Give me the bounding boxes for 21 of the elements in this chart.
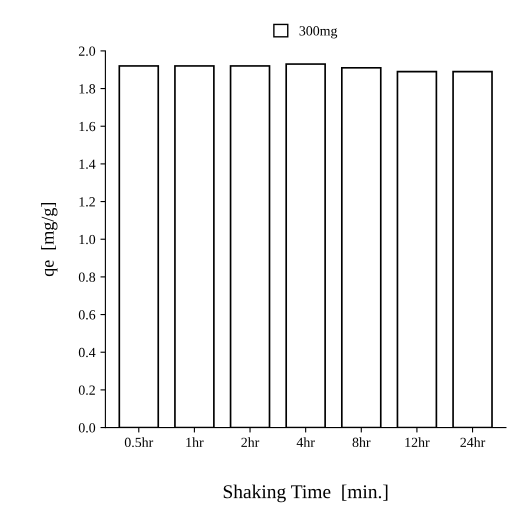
y-tick-label: 1.8 [80,84,96,94]
x-tick-label: 4hr [296,437,315,447]
y-tick-label: 0.0 [78,423,96,433]
y-tick-label: 0.4 [78,348,96,358]
y-tick-label: 0.6 [78,310,96,320]
x-tick-label: 0.5hr [124,437,154,448]
x-tick-label: 1hr [186,437,204,447]
x-axis-title: Shaking Time [min.] [224,484,388,502]
y-tick-label: 2.0 [78,46,96,56]
y-tick-label: 1.0 [80,234,96,244]
y-tick-label: 1.6 [80,122,96,132]
y-tick-label: 1.4 [80,160,96,169]
y-tick-label: 1.2 [80,197,95,207]
x-tick-label: 24hr [460,437,486,447]
y-axis-title: qe [mg/g] [41,202,58,276]
x-tick-label: 12hr [405,437,430,447]
legend-label: 300mg [300,26,338,38]
x-tick-label: 8hr [352,437,370,448]
x-tick-label: 2hr [241,437,260,447]
y-tick-label: 0.2 [78,385,95,395]
y-tick-label: 0.8 [78,272,96,282]
